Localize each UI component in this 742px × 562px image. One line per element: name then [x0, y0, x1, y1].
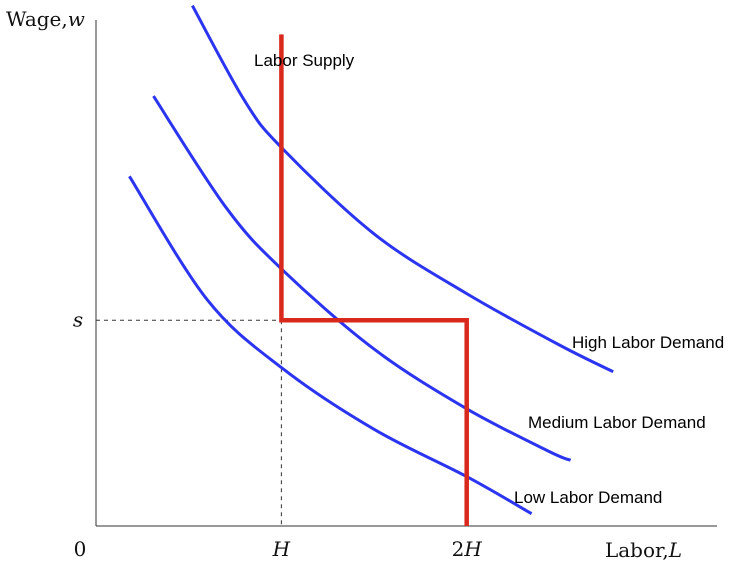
- series-line-low-labor-demand: [128, 175, 533, 516]
- x-tick-label-2h: 2H: [452, 537, 483, 561]
- origin-label: 0: [74, 537, 87, 561]
- guide-lines: [96, 319, 282, 526]
- series-line-labor-supply: [279, 34, 469, 526]
- axes: [95, 20, 717, 527]
- ticks: H 2H s: [73, 307, 483, 561]
- x-axis-label: Labor,L: [605, 538, 682, 562]
- series-lines: [128, 4, 614, 526]
- series-line-high-labor-demand: [191, 4, 614, 374]
- label-high-labor-demand: High Labor Demand: [572, 333, 724, 352]
- y-tick-label-s: s: [73, 307, 83, 331]
- label-labor-supply: Labor Supply: [254, 51, 355, 70]
- x-tick-label-h: H: [272, 537, 291, 561]
- label-low-labor-demand: Low Labor Demand: [514, 488, 662, 507]
- series-line-medium-labor-demand: [152, 95, 572, 462]
- y-axis-label: Wage,w: [6, 7, 85, 31]
- label-medium-labor-demand: Medium Labor Demand: [528, 413, 706, 432]
